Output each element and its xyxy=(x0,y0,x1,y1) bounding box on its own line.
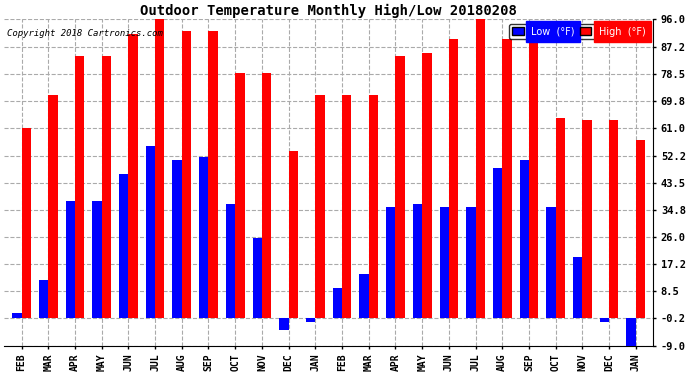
Bar xyxy=(288,151,298,318)
Bar xyxy=(199,157,208,318)
Bar xyxy=(101,56,111,318)
Bar xyxy=(48,95,57,318)
Bar xyxy=(155,14,164,318)
Bar xyxy=(529,34,538,318)
Bar xyxy=(573,257,582,318)
Text: Copyright 2018 Cartronics.com: Copyright 2018 Cartronics.com xyxy=(8,29,164,38)
Bar xyxy=(555,118,565,318)
Bar xyxy=(359,274,368,318)
Bar xyxy=(181,31,191,318)
Bar xyxy=(368,95,378,318)
Bar xyxy=(208,31,218,318)
Bar xyxy=(493,168,502,318)
Bar xyxy=(235,73,244,318)
Bar xyxy=(279,318,288,330)
Bar xyxy=(466,207,475,318)
Bar xyxy=(635,140,645,318)
Bar xyxy=(422,53,431,318)
Bar xyxy=(75,56,84,318)
Bar xyxy=(520,159,529,318)
Bar xyxy=(315,95,325,318)
Bar xyxy=(440,207,449,318)
Bar xyxy=(66,201,75,318)
Bar xyxy=(333,288,342,318)
Bar xyxy=(119,174,128,318)
Title: Outdoor Temperature Monthly High/Low 20180208: Outdoor Temperature Monthly High/Low 201… xyxy=(140,4,517,18)
Bar xyxy=(395,56,405,318)
Bar xyxy=(386,207,395,318)
Bar xyxy=(226,204,235,318)
Bar xyxy=(609,120,618,318)
Bar xyxy=(449,39,458,318)
Bar xyxy=(12,313,21,318)
Bar xyxy=(342,95,351,318)
Bar xyxy=(306,318,315,322)
Bar xyxy=(172,159,181,318)
Bar xyxy=(253,238,262,318)
Bar xyxy=(128,34,138,318)
Bar xyxy=(39,280,48,318)
Bar xyxy=(92,201,101,318)
Legend: Low  (°F), High  (°F): Low (°F), High (°F) xyxy=(509,24,649,39)
Bar xyxy=(546,207,555,318)
Bar xyxy=(627,318,635,347)
Bar xyxy=(502,39,512,318)
Bar xyxy=(582,120,592,318)
Bar xyxy=(146,146,155,318)
Bar xyxy=(600,318,609,322)
Bar xyxy=(413,204,422,318)
Bar xyxy=(262,73,271,318)
Bar xyxy=(475,17,485,318)
Bar xyxy=(21,128,31,318)
